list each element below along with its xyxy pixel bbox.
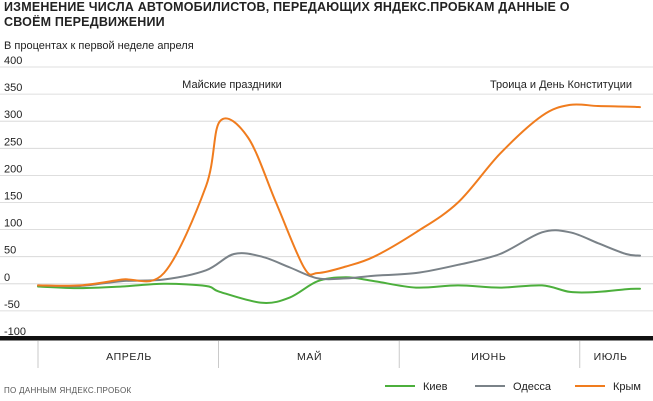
legend-swatch-kiev	[385, 385, 415, 388]
legend-label-kiev: Киев	[423, 381, 448, 393]
y-tick-label: 50	[4, 245, 16, 257]
legend-item-odessa: Одесса	[475, 380, 551, 394]
month-label: ИЮЛЬ	[594, 351, 628, 363]
month-label: ИЮНЬ	[471, 351, 506, 363]
source-note: ПО ДАННЫМ ЯНДЕКС.ПРОБОК	[4, 386, 132, 395]
y-tick-label: -100	[4, 326, 26, 338]
series-lines	[37, 103, 641, 304]
chart-subtitle: В процентах к первой неделе апреля	[4, 40, 194, 52]
x-axis-baseline	[0, 336, 653, 341]
legend-item-kiev: Киев	[385, 380, 448, 394]
legend-item-crimea: Крым	[575, 380, 641, 394]
y-tick-label: 400	[4, 55, 22, 67]
annotation: Майские праздники	[182, 79, 282, 91]
y-tick-label: 100	[4, 218, 22, 230]
legend: Киев Одесса Крым	[385, 380, 653, 394]
x-axis: АПРЕЛЬ МАЙ ИЮНЬ ИЮЛЬ	[0, 336, 653, 368]
y-axis-ticks: -100 -50 0 50 100 150 200 250 300 350 400	[4, 55, 26, 338]
series-line-1	[37, 229, 641, 288]
legend-label-odessa: Одесса	[513, 381, 551, 393]
grid-lines	[0, 66, 653, 312]
month-label: АПРЕЛЬ	[106, 351, 152, 363]
legend-swatch-crimea	[575, 385, 605, 388]
y-tick-label: 0	[4, 272, 10, 284]
y-tick-label: -50	[4, 299, 20, 311]
y-tick-label: 250	[4, 136, 22, 148]
legend-label-crimea: Крым	[613, 381, 641, 393]
annotation: Троица и День Конституции	[490, 79, 632, 91]
y-tick-label: 150	[4, 191, 22, 203]
chart-title: Изменение числа автомобилистов, передающ…	[4, 0, 570, 29]
y-tick-label: 300	[4, 109, 22, 121]
legend-swatch-odessa	[475, 385, 505, 388]
month-label: МАЙ	[297, 350, 322, 363]
annotations: Майские праздники Троица и День Конституц…	[182, 79, 632, 91]
y-tick-label: 200	[4, 163, 22, 175]
series-line-0	[37, 276, 641, 304]
series-line-2	[37, 103, 641, 287]
y-tick-label: 350	[4, 82, 22, 94]
